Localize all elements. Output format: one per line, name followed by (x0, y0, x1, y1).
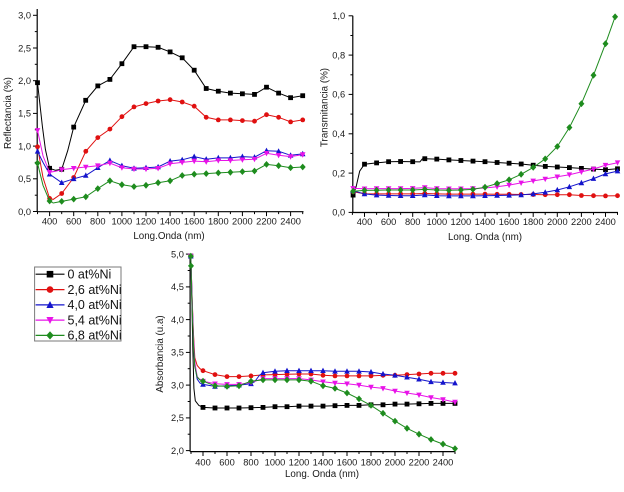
svg-text:6,8 at%Ni: 6,8 at%Ni (68, 329, 122, 343)
svg-text:0,0: 0,0 (332, 208, 345, 218)
svg-text:600: 600 (219, 457, 235, 467)
svg-text:1600: 1600 (337, 457, 358, 467)
svg-text:2400: 2400 (280, 216, 301, 226)
svg-text:3,0: 3,0 (171, 380, 184, 390)
svg-text:2200: 2200 (256, 216, 277, 226)
svg-text:1400: 1400 (475, 217, 496, 227)
svg-text:1400: 1400 (313, 457, 334, 467)
svg-text:1200: 1200 (289, 457, 310, 467)
svg-text:1000: 1000 (112, 216, 133, 226)
svg-text:2,0: 2,0 (18, 76, 31, 86)
svg-text:Absorbancia (u.a): Absorbancia (u.a) (155, 315, 166, 392)
svg-text:2000: 2000 (232, 216, 253, 226)
svg-text:0,5: 0,5 (18, 174, 31, 184)
svg-text:0,8: 0,8 (332, 50, 345, 60)
svg-text:0,0: 0,0 (18, 207, 31, 217)
svg-text:3,0: 3,0 (18, 11, 31, 21)
svg-text:Transmitancia (%): Transmitancia (%) (320, 68, 331, 147)
svg-text:800: 800 (405, 217, 421, 227)
svg-text:1600: 1600 (184, 216, 205, 226)
svg-text:Long. Onda (nm): Long. Onda (nm) (448, 232, 522, 243)
svg-text:0,4: 0,4 (332, 129, 345, 139)
svg-text:1200: 1200 (451, 217, 472, 227)
svg-text:Long. Onda (nm): Long. Onda (nm) (285, 469, 359, 480)
svg-text:2000: 2000 (385, 457, 406, 467)
svg-text:1600: 1600 (499, 217, 520, 227)
svg-text:1,5: 1,5 (18, 109, 31, 119)
svg-text:600: 600 (381, 217, 397, 227)
svg-text:1,0: 1,0 (332, 11, 345, 21)
svg-text:5,0: 5,0 (171, 249, 184, 259)
svg-text:1000: 1000 (426, 217, 447, 227)
svg-text:1400: 1400 (160, 216, 181, 226)
svg-text:2,0: 2,0 (171, 446, 184, 456)
svg-text:1200: 1200 (136, 216, 157, 226)
svg-text:800: 800 (90, 216, 106, 226)
svg-text:600: 600 (66, 216, 82, 226)
svg-text:2200: 2200 (571, 217, 592, 227)
svg-text:400: 400 (195, 457, 211, 467)
svg-text:2000: 2000 (547, 217, 568, 227)
svg-text:2,5: 2,5 (171, 413, 184, 423)
svg-text:400: 400 (42, 216, 58, 226)
svg-text:1000: 1000 (265, 457, 286, 467)
svg-text:2,6 at%Ni: 2,6 at%Ni (68, 283, 122, 297)
svg-text:800: 800 (243, 457, 259, 467)
svg-text:1800: 1800 (208, 216, 229, 226)
svg-text:1800: 1800 (361, 457, 382, 467)
svg-text:1,0: 1,0 (18, 141, 31, 151)
svg-text:4,0 at%Ni: 4,0 at%Ni (68, 298, 122, 312)
svg-text:2400: 2400 (595, 217, 616, 227)
svg-text:4,5: 4,5 (171, 282, 184, 292)
svg-text:5,4 at%Ni: 5,4 at%Ni (68, 313, 122, 327)
svg-text:4,0: 4,0 (171, 315, 184, 325)
svg-text:400: 400 (357, 217, 373, 227)
svg-text:0,6: 0,6 (332, 90, 345, 100)
svg-text:Long.Onda (nm): Long.Onda (nm) (133, 231, 204, 242)
svg-text:2400: 2400 (433, 457, 454, 467)
svg-text:2200: 2200 (409, 457, 430, 467)
svg-text:2,5: 2,5 (18, 43, 31, 53)
svg-text:3,5: 3,5 (171, 348, 184, 358)
svg-text:0 at%Ni: 0 at%Ni (68, 268, 112, 282)
svg-text:1800: 1800 (523, 217, 544, 227)
svg-text:0,2: 0,2 (332, 168, 345, 178)
svg-text:Reflectancia (%): Reflectancia (%) (3, 77, 14, 149)
